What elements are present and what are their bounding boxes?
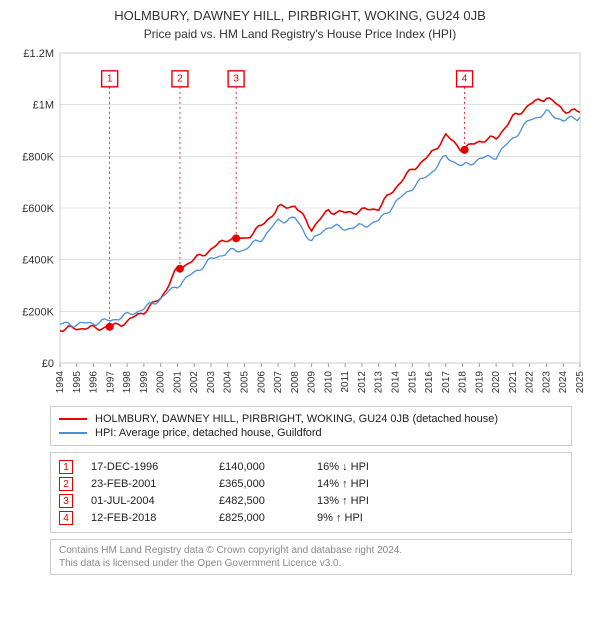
svg-text:2022: 2022 bbox=[525, 371, 536, 394]
event-price: £825,000 bbox=[219, 512, 299, 524]
event-marker-icon: 1 bbox=[59, 460, 73, 474]
event-price: £140,000 bbox=[219, 461, 299, 473]
events-table: 1 17-DEC-1996 £140,000 16% ↓ HPI 2 23-FE… bbox=[50, 452, 572, 533]
svg-text:2010: 2010 bbox=[323, 371, 334, 394]
svg-text:2020: 2020 bbox=[491, 371, 502, 394]
event-date: 23-FEB-2001 bbox=[91, 478, 201, 490]
event-date: 12-FEB-2018 bbox=[91, 512, 201, 524]
chart-plot: £0 £200K £400K £600K £800K £1M £1.2M 1994 1995 19… bbox=[10, 47, 590, 402]
svg-text:1996: 1996 bbox=[89, 371, 100, 394]
event-row: 1 17-DEC-1996 £140,000 16% ↓ HPI bbox=[59, 460, 563, 474]
svg-text:2025: 2025 bbox=[575, 371, 586, 394]
event-row: 3 01-JUL-2004 £482,500 13% ↑ HPI bbox=[59, 494, 563, 508]
legend-row-a: HOLMBURY, DAWNEY HILL, PIRBRIGHT, WOKING… bbox=[59, 413, 563, 425]
svg-text:2024: 2024 bbox=[558, 371, 569, 394]
svg-text:2016: 2016 bbox=[424, 371, 435, 394]
legend-label-b: HPI: Average price, detached house, Guil… bbox=[95, 427, 322, 439]
svg-text:2011: 2011 bbox=[340, 371, 351, 393]
legend: HOLMBURY, DAWNEY HILL, PIRBRIGHT, WOKING… bbox=[50, 406, 572, 446]
svg-text:1999: 1999 bbox=[139, 371, 150, 394]
footer-line2: This data is licensed under the Open Gov… bbox=[59, 557, 563, 570]
svg-text:2007: 2007 bbox=[273, 371, 284, 394]
event-marker-icon: 3 bbox=[59, 494, 73, 508]
chart-title: HOLMBURY, DAWNEY HILL, PIRBRIGHT, WOKING… bbox=[0, 8, 600, 23]
svg-text:2000: 2000 bbox=[156, 371, 167, 394]
svg-text:2008: 2008 bbox=[290, 371, 301, 394]
svg-text:2012: 2012 bbox=[357, 371, 368, 394]
svg-text:1998: 1998 bbox=[122, 371, 133, 394]
legend-swatch-b bbox=[59, 432, 87, 434]
svg-text:2005: 2005 bbox=[240, 371, 251, 394]
svg-text:1994: 1994 bbox=[55, 371, 66, 394]
svg-text:2006: 2006 bbox=[256, 371, 267, 394]
event-marker-icon: 4 bbox=[59, 511, 73, 525]
svg-text:2003: 2003 bbox=[206, 371, 217, 394]
event-pct: 13% ↑ HPI bbox=[317, 495, 397, 507]
event-price: £365,000 bbox=[219, 478, 299, 490]
footer-line1: Contains HM Land Registry data © Crown c… bbox=[59, 544, 563, 557]
svg-text:2019: 2019 bbox=[474, 371, 485, 394]
event-pct: 9% ↑ HPI bbox=[317, 512, 397, 524]
svg-text:2021: 2021 bbox=[508, 371, 519, 394]
svg-text:2017: 2017 bbox=[441, 371, 452, 394]
svg-text:£200K: £200K bbox=[22, 306, 54, 318]
chart-container: HOLMBURY, DAWNEY HILL, PIRBRIGHT, WOKING… bbox=[0, 8, 600, 628]
svg-text:£600K: £600K bbox=[22, 203, 54, 215]
svg-text:2001: 2001 bbox=[172, 371, 183, 394]
svg-text:4: 4 bbox=[462, 73, 468, 84]
svg-text:2018: 2018 bbox=[458, 371, 469, 394]
event-date: 17-DEC-1996 bbox=[91, 461, 201, 473]
chart-subtitle: Price paid vs. HM Land Registry's House … bbox=[0, 27, 600, 41]
event-row: 2 23-FEB-2001 £365,000 14% ↑ HPI bbox=[59, 477, 563, 491]
svg-text:£1.2M: £1.2M bbox=[23, 48, 54, 60]
svg-text:2014: 2014 bbox=[390, 371, 401, 394]
svg-text:2015: 2015 bbox=[407, 371, 418, 394]
legend-label-a: HOLMBURY, DAWNEY HILL, PIRBRIGHT, WOKING… bbox=[95, 413, 498, 425]
svg-text:1995: 1995 bbox=[72, 371, 83, 394]
chart-svg: £0 £200K £400K £600K £800K £1M £1.2M 1994 1995 19… bbox=[10, 47, 590, 402]
event-pct: 14% ↑ HPI bbox=[317, 478, 397, 490]
svg-text:£400K: £400K bbox=[22, 255, 54, 267]
svg-text:1997: 1997 bbox=[105, 371, 116, 394]
svg-text:2013: 2013 bbox=[374, 371, 385, 394]
svg-text:2: 2 bbox=[177, 73, 183, 84]
legend-swatch-a bbox=[59, 418, 87, 420]
svg-text:£800K: £800K bbox=[22, 151, 54, 163]
event-marker-icon: 2 bbox=[59, 477, 73, 491]
event-date: 01-JUL-2004 bbox=[91, 495, 201, 507]
svg-text:2009: 2009 bbox=[307, 371, 318, 394]
svg-text:£0: £0 bbox=[42, 358, 54, 370]
event-row: 4 12-FEB-2018 £825,000 9% ↑ HPI bbox=[59, 511, 563, 525]
footer: Contains HM Land Registry data © Crown c… bbox=[50, 539, 572, 575]
svg-text:£1M: £1M bbox=[33, 100, 54, 112]
svg-text:2002: 2002 bbox=[189, 371, 200, 394]
legend-row-b: HPI: Average price, detached house, Guil… bbox=[59, 427, 563, 439]
svg-text:2004: 2004 bbox=[223, 371, 234, 394]
svg-text:1: 1 bbox=[107, 73, 113, 84]
event-price: £482,500 bbox=[219, 495, 299, 507]
svg-text:3: 3 bbox=[233, 73, 239, 84]
event-pct: 16% ↓ HPI bbox=[317, 461, 397, 473]
svg-text:2023: 2023 bbox=[541, 371, 552, 394]
